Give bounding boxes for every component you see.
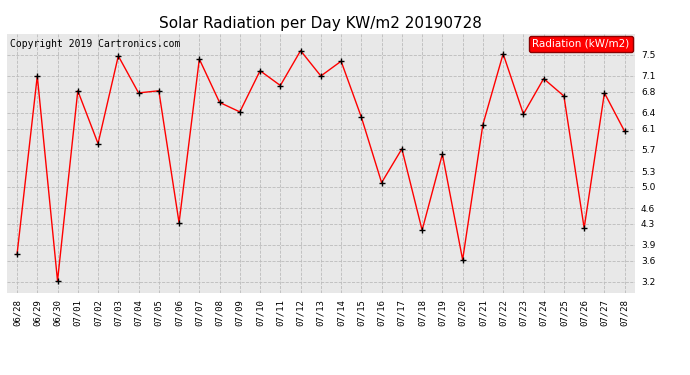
Text: Copyright 2019 Cartronics.com: Copyright 2019 Cartronics.com bbox=[10, 39, 180, 49]
Legend: Radiation (kW/m2): Radiation (kW/m2) bbox=[529, 36, 633, 52]
Title: Solar Radiation per Day KW/m2 20190728: Solar Radiation per Day KW/m2 20190728 bbox=[159, 16, 482, 31]
